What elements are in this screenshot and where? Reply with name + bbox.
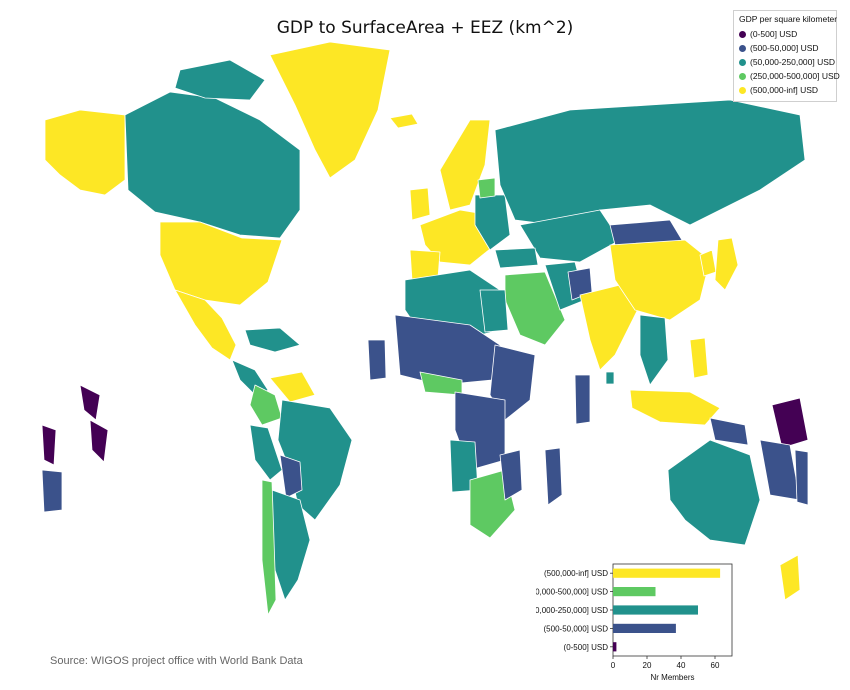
bar-3 (613, 623, 676, 633)
x-tick-label-1: 20 (643, 661, 652, 670)
region-mexico (174, 289, 237, 361)
legend-item-0-500: (0-500] USD (739, 27, 831, 41)
region-arctic-islands (174, 59, 266, 101)
legend-swatch-50000-250000 (739, 58, 746, 66)
bar-4 (613, 642, 617, 652)
region-baltics (477, 177, 496, 199)
region-turkey (494, 247, 539, 269)
region-venezuela (269, 371, 316, 403)
region-eastern-europe (474, 194, 511, 251)
region-colombia (249, 384, 283, 426)
region-alaska (44, 109, 126, 196)
region-pacific-west-3 (41, 424, 57, 466)
legend-item-500000-inf: (500,000-inf] USD (739, 83, 831, 97)
map-legend: GDP per square kilometer (0-500] USD (50… (733, 10, 840, 102)
region-southeast-asia (639, 314, 669, 386)
region-pacific-east-3 (794, 449, 809, 506)
members-bar-chart: (500,000-inf] USD (250,000-500,000] USD (5… (536, 563, 733, 682)
legend-item-500-50000: (500-50,000] USD (739, 41, 831, 55)
region-philippines (689, 337, 709, 379)
region-uk (409, 187, 431, 221)
y-tick-label-4: (0-500] USD (564, 643, 609, 652)
region-chile (261, 479, 277, 616)
region-egypt (479, 289, 509, 333)
legend-label-0-500: (0-500] USD (750, 29, 798, 39)
bar-2 (613, 605, 698, 615)
region-pacific-west-1 (79, 384, 101, 421)
region-indian-ocean-island (574, 374, 591, 425)
region-china (609, 239, 711, 321)
bar-1 (613, 587, 656, 597)
region-iceland (389, 113, 419, 129)
region-sri-lanka (605, 371, 615, 385)
x-tick-label-0: 0 (611, 661, 616, 670)
region-canada (124, 91, 301, 239)
region-russia (494, 99, 806, 226)
region-madagascar (544, 447, 563, 506)
legend-item-250000-500000: (250,000-500,000] USD (739, 69, 840, 83)
region-indonesia (629, 389, 721, 426)
region-papua (709, 417, 749, 446)
region-japan (714, 237, 739, 291)
region-caribbean (244, 327, 301, 353)
map-title: GDP to SurfaceArea + EEZ (km^2) (276, 18, 574, 38)
legend-label-250000-500000: (250,000-500,000] USD (750, 71, 840, 81)
region-greenland (269, 41, 391, 179)
legend-swatch-250000-500000 (739, 72, 746, 80)
region-usa (159, 221, 283, 306)
legend-label-500000-inf: (500,000-inf] USD (750, 85, 819, 95)
legend-label-50000-250000: (50,000-250,000] USD (750, 57, 836, 67)
region-pacific-east-2 (759, 439, 801, 501)
region-cape-verde (367, 339, 387, 381)
legend-title: GDP per square kilometer (739, 14, 838, 24)
x-tick-label-2: 40 (677, 661, 686, 670)
legend-swatch-500-50000 (739, 44, 746, 52)
legend-swatch-500000-inf (739, 86, 746, 94)
y-tick-label-3: (500-50,000] USD (544, 624, 609, 633)
region-bolivia (279, 454, 303, 499)
x-tick-label-3: 60 (711, 661, 720, 670)
legend-swatch-0-500 (739, 30, 746, 38)
x-axis-label: Nr Members (650, 673, 694, 682)
legend-item-50000-250000: (50,000-250,000] USD (739, 55, 835, 69)
region-pacific-west-4 (41, 469, 63, 513)
y-tick-label-1: (250,000-500,000] USD (536, 588, 608, 597)
region-kazakhstan (519, 209, 621, 263)
region-mozambique (499, 449, 523, 501)
region-pacific-east-1 (771, 397, 809, 449)
y-tick-label-0: (500,000-inf] USD (544, 569, 608, 578)
bar-0 (613, 568, 721, 578)
legend-label-500-50000: (500-50,000] USD (750, 43, 819, 53)
region-new-zealand (779, 554, 801, 601)
region-norway-sweden (439, 119, 491, 211)
source-note: Source: WIGOS project office with World … (50, 655, 303, 667)
region-australia (667, 439, 761, 546)
region-pacific-west-2 (89, 419, 109, 463)
y-tick-label-2: (50,000-250,000] USD (536, 606, 608, 615)
region-peru (249, 424, 283, 481)
